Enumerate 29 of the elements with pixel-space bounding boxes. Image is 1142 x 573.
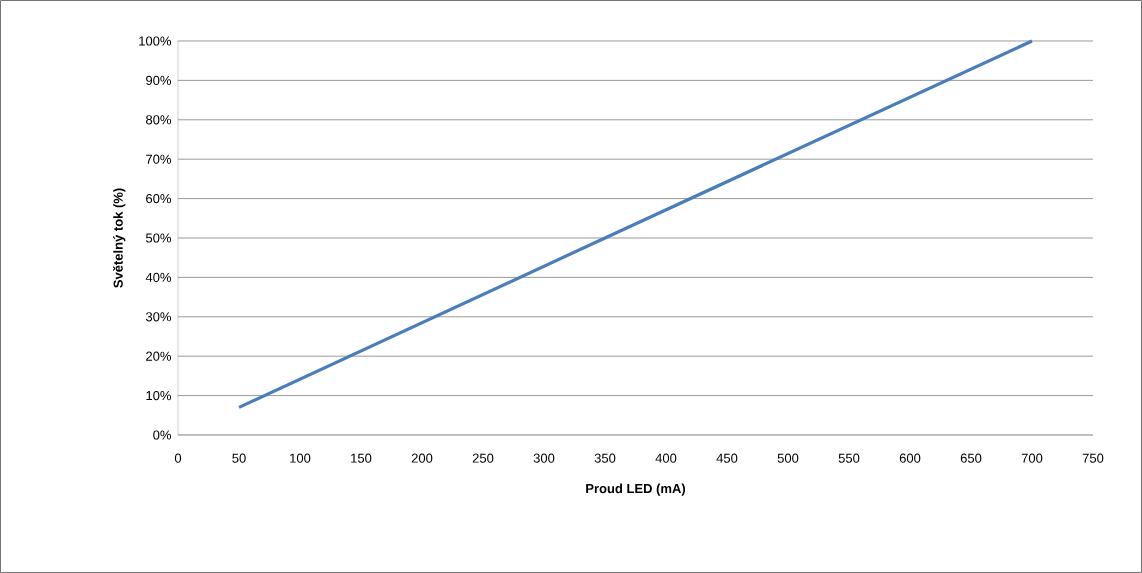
x-tick-label: 0: [174, 453, 182, 463]
x-tick-label: 400: [655, 453, 677, 463]
x-tick-label: 500: [777, 453, 799, 463]
y-tick-label: 10%: [146, 390, 172, 401]
x-tick-label: 250: [472, 453, 494, 463]
y-tick-label: 40%: [145, 272, 172, 282]
y-tick-label: 50%: [145, 233, 172, 243]
x-tick-label: 300: [533, 453, 555, 463]
y-tick-label: 0%: [153, 430, 172, 440]
x-tick-label: 350: [594, 453, 616, 463]
y-tick-label: 70%: [146, 154, 172, 164]
y-tick-label: 100%: [139, 36, 172, 46]
y-tick-label: 90%: [146, 75, 172, 85]
x-tick-label: 100: [290, 453, 311, 463]
y-tick-label: 80%: [146, 115, 172, 125]
x-tick-label: 700: [1021, 453, 1043, 463]
y-tick-label: 60%: [146, 193, 172, 204]
x-axis-title: Proud LED (mA): [586, 483, 686, 496]
x-tick-label: 750: [1082, 453, 1104, 463]
x-tick-label: 600: [899, 453, 921, 463]
x-tick-label: 150: [351, 453, 372, 463]
x-tick-label: 450: [716, 453, 738, 463]
y-tick-label: 20%: [146, 351, 172, 361]
y-axis-title: Světelný tok (%): [112, 188, 126, 288]
x-tick-label: 650: [960, 453, 982, 463]
y-tick-label: 30%: [145, 312, 172, 322]
x-tick-label: 200: [411, 453, 433, 463]
x-tick-label: 550: [838, 453, 860, 463]
x-tick-label: 50: [232, 453, 246, 463]
